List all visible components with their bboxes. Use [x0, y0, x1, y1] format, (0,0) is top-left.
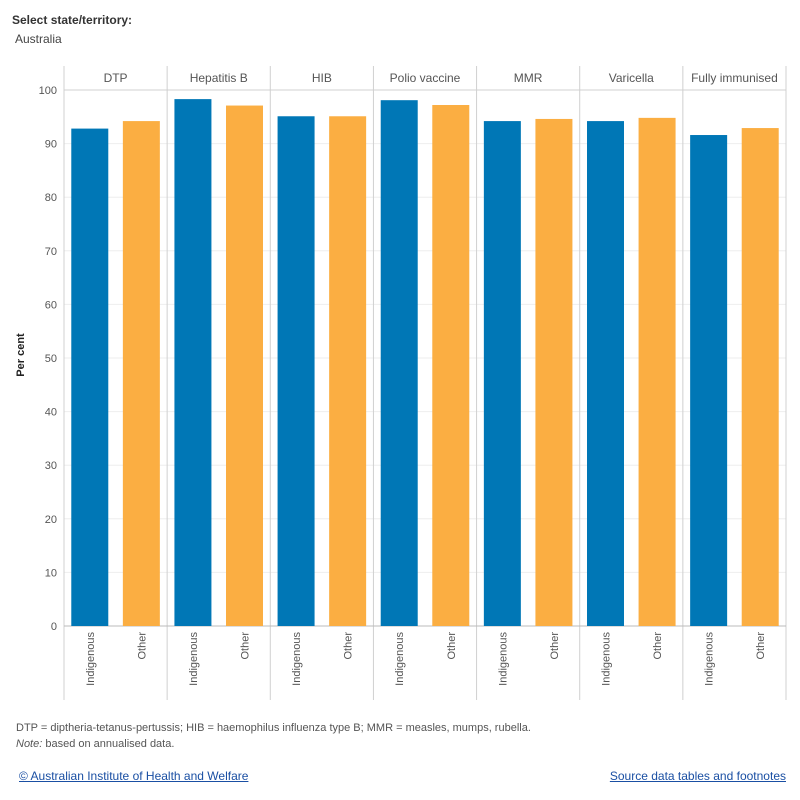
bar-other [535, 118, 573, 626]
x-category-label: Indigenous [188, 632, 200, 686]
bar-other [432, 105, 470, 627]
y-tick-label: 10 [45, 567, 57, 579]
x-category-label: Other [446, 632, 458, 660]
annualised-note: Note: based on annualised data. [16, 738, 174, 750]
x-category-label: Other [755, 632, 767, 660]
x-category-label: Indigenous [497, 632, 509, 686]
bar-indigenous [174, 99, 212, 626]
bar-other [122, 121, 160, 626]
x-category-label: Indigenous [291, 632, 303, 686]
bar-other [226, 105, 263, 626]
note-text: based on annualised data. [42, 738, 175, 750]
y-tick-label: 70 [45, 246, 57, 258]
y-tick-label: 40 [45, 407, 57, 419]
x-category-label: Other [343, 632, 355, 660]
x-category-label: Other [136, 632, 148, 660]
panel-header-label: HIB [312, 71, 332, 85]
bar-indigenous [380, 100, 418, 626]
panel-header-label: MMR [514, 71, 543, 85]
bar-indigenous [71, 128, 109, 627]
y-tick-label: 30 [45, 460, 57, 472]
abbreviations-note: DTP = diptheria-tetanus-pertussis; HIB =… [16, 722, 531, 734]
x-category-label: Other [652, 632, 664, 660]
panel-header-label: Hepatitis B [190, 71, 248, 85]
panel-header-label: Varicella [609, 71, 654, 85]
bar-indigenous [690, 135, 728, 627]
x-category-label: Other [549, 632, 561, 660]
state-territory-select[interactable]: Australia [15, 32, 62, 46]
y-tick-label: 20 [45, 514, 57, 526]
y-tick-label: 90 [45, 139, 57, 151]
panel-header-label: DTP [104, 71, 128, 85]
copyright-link[interactable]: © Australian Institute of Health and Wel… [19, 769, 249, 783]
filter-label: Select state/territory: [12, 13, 133, 27]
y-tick-label: 80 [45, 192, 57, 204]
x-category-label: Indigenous [85, 632, 97, 686]
bar-indigenous [587, 121, 624, 626]
y-tick-label: 0 [51, 621, 57, 633]
x-category-label: Indigenous [394, 632, 406, 686]
panel-header-label: Polio vaccine [390, 71, 461, 85]
bar-other [741, 128, 779, 626]
panel-header-label: Fully immunised [691, 71, 778, 85]
bar-other [638, 117, 676, 626]
bar-indigenous [277, 116, 315, 626]
bar-indigenous [483, 121, 521, 626]
y-tick-label: 60 [45, 299, 57, 311]
x-category-label: Other [240, 632, 252, 660]
y-tick-label: 100 [39, 85, 57, 97]
y-tick-label: 50 [45, 353, 57, 365]
source-data-link[interactable]: Source data tables and footnotes [609, 769, 786, 783]
note-label: Note: [16, 738, 43, 750]
bar-other [329, 116, 367, 626]
bar-chart: 0 10 20 30 40 50 60 70 80 90 100 DTP Indigenous Other… [39, 66, 787, 700]
x-category-label: Indigenous [704, 632, 716, 686]
x-category-label: Indigenous [601, 632, 613, 686]
